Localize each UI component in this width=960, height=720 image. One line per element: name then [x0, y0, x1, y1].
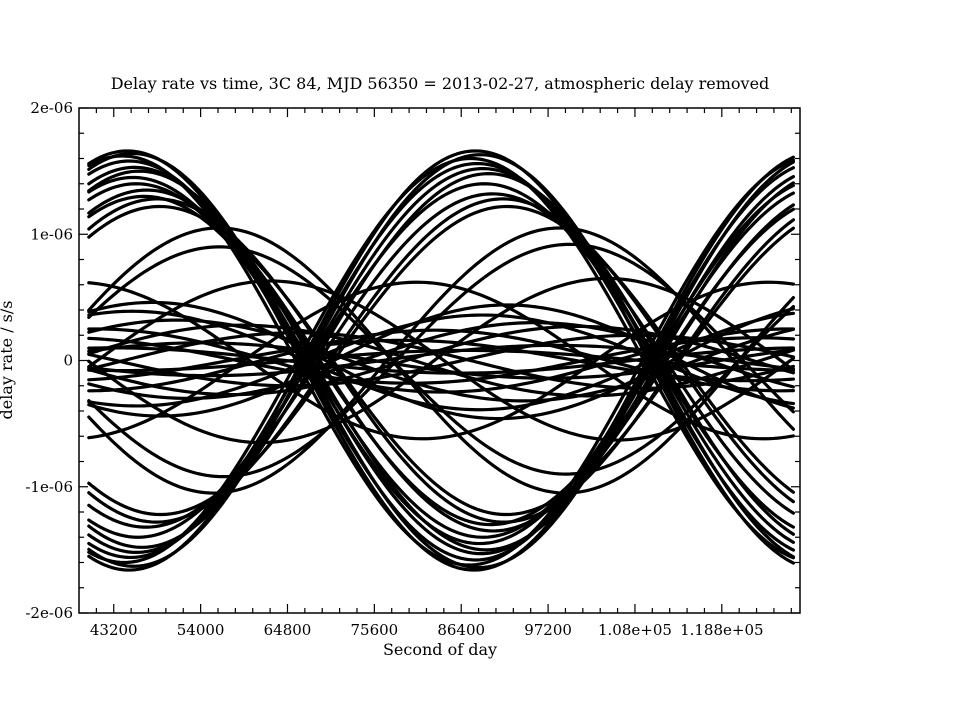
- series-line-48: [87, 348, 795, 373]
- series-line-10: [87, 194, 795, 527]
- series-line-15: [87, 280, 795, 441]
- x-tick-label: 54000: [177, 621, 225, 639]
- series-line-35: [87, 204, 795, 517]
- series-line-39: [87, 280, 795, 441]
- series-line-2: [87, 151, 795, 570]
- series-line-26: [87, 149, 795, 572]
- series-line-33: [87, 192, 795, 529]
- series-line-6: [87, 169, 795, 552]
- series-line-42: [87, 321, 795, 400]
- y-tick-label: 2e-06: [30, 99, 73, 117]
- series-line-14: [87, 245, 795, 476]
- series-line-19: [87, 318, 795, 403]
- series-line-36: [87, 226, 795, 495]
- x-tick-label: 1.08e+05: [598, 621, 672, 639]
- series-line-1: [87, 149, 795, 572]
- chart-title: Delay rate vs time, 3C 84, MJD 56350 = 2…: [111, 74, 770, 93]
- axis-ticks: 43200 54000 64800 75600 86400 97200 1.08e+05 1.…: [25, 99, 800, 639]
- series-line-31: [87, 172, 795, 549]
- y-axis-label: delay rate / s/s: [0, 301, 16, 420]
- series-line-27: [87, 153, 795, 568]
- series-line-38: [87, 276, 795, 445]
- series-line-3: [87, 154, 795, 567]
- y-tick-label: -2e-06: [25, 604, 73, 622]
- x-tick-label: 64800: [264, 621, 312, 639]
- series-line-16: [87, 279, 795, 442]
- y-tick-label: 0: [63, 352, 73, 370]
- series-line-9: [87, 188, 795, 533]
- y-tick-label: 1e-06: [30, 225, 73, 243]
- series-line-23: [87, 336, 795, 385]
- x-tick-label: 1.188e+05: [680, 621, 763, 639]
- x-tick-label: 75600: [350, 621, 398, 639]
- x-axis-label: Second of day: [383, 640, 497, 659]
- x-tick-label: 43200: [90, 621, 138, 639]
- series-line-4: [87, 159, 795, 562]
- series-line-34: [87, 197, 795, 524]
- series-line-40: [87, 303, 795, 418]
- series-line-12: [87, 204, 795, 517]
- series-layer: [87, 149, 795, 572]
- x-tick-label: 86400: [437, 621, 485, 639]
- series-line-32: [87, 182, 795, 539]
- x-tick-label: 97200: [524, 621, 572, 639]
- series-line-45: [87, 333, 795, 388]
- series-line-47: [87, 343, 795, 378]
- series-line-46: [87, 338, 795, 383]
- series-line-8: [87, 182, 795, 539]
- series-line-28: [87, 156, 795, 565]
- series-line-13: [87, 226, 795, 495]
- y-tick-label: -1e-06: [25, 478, 73, 496]
